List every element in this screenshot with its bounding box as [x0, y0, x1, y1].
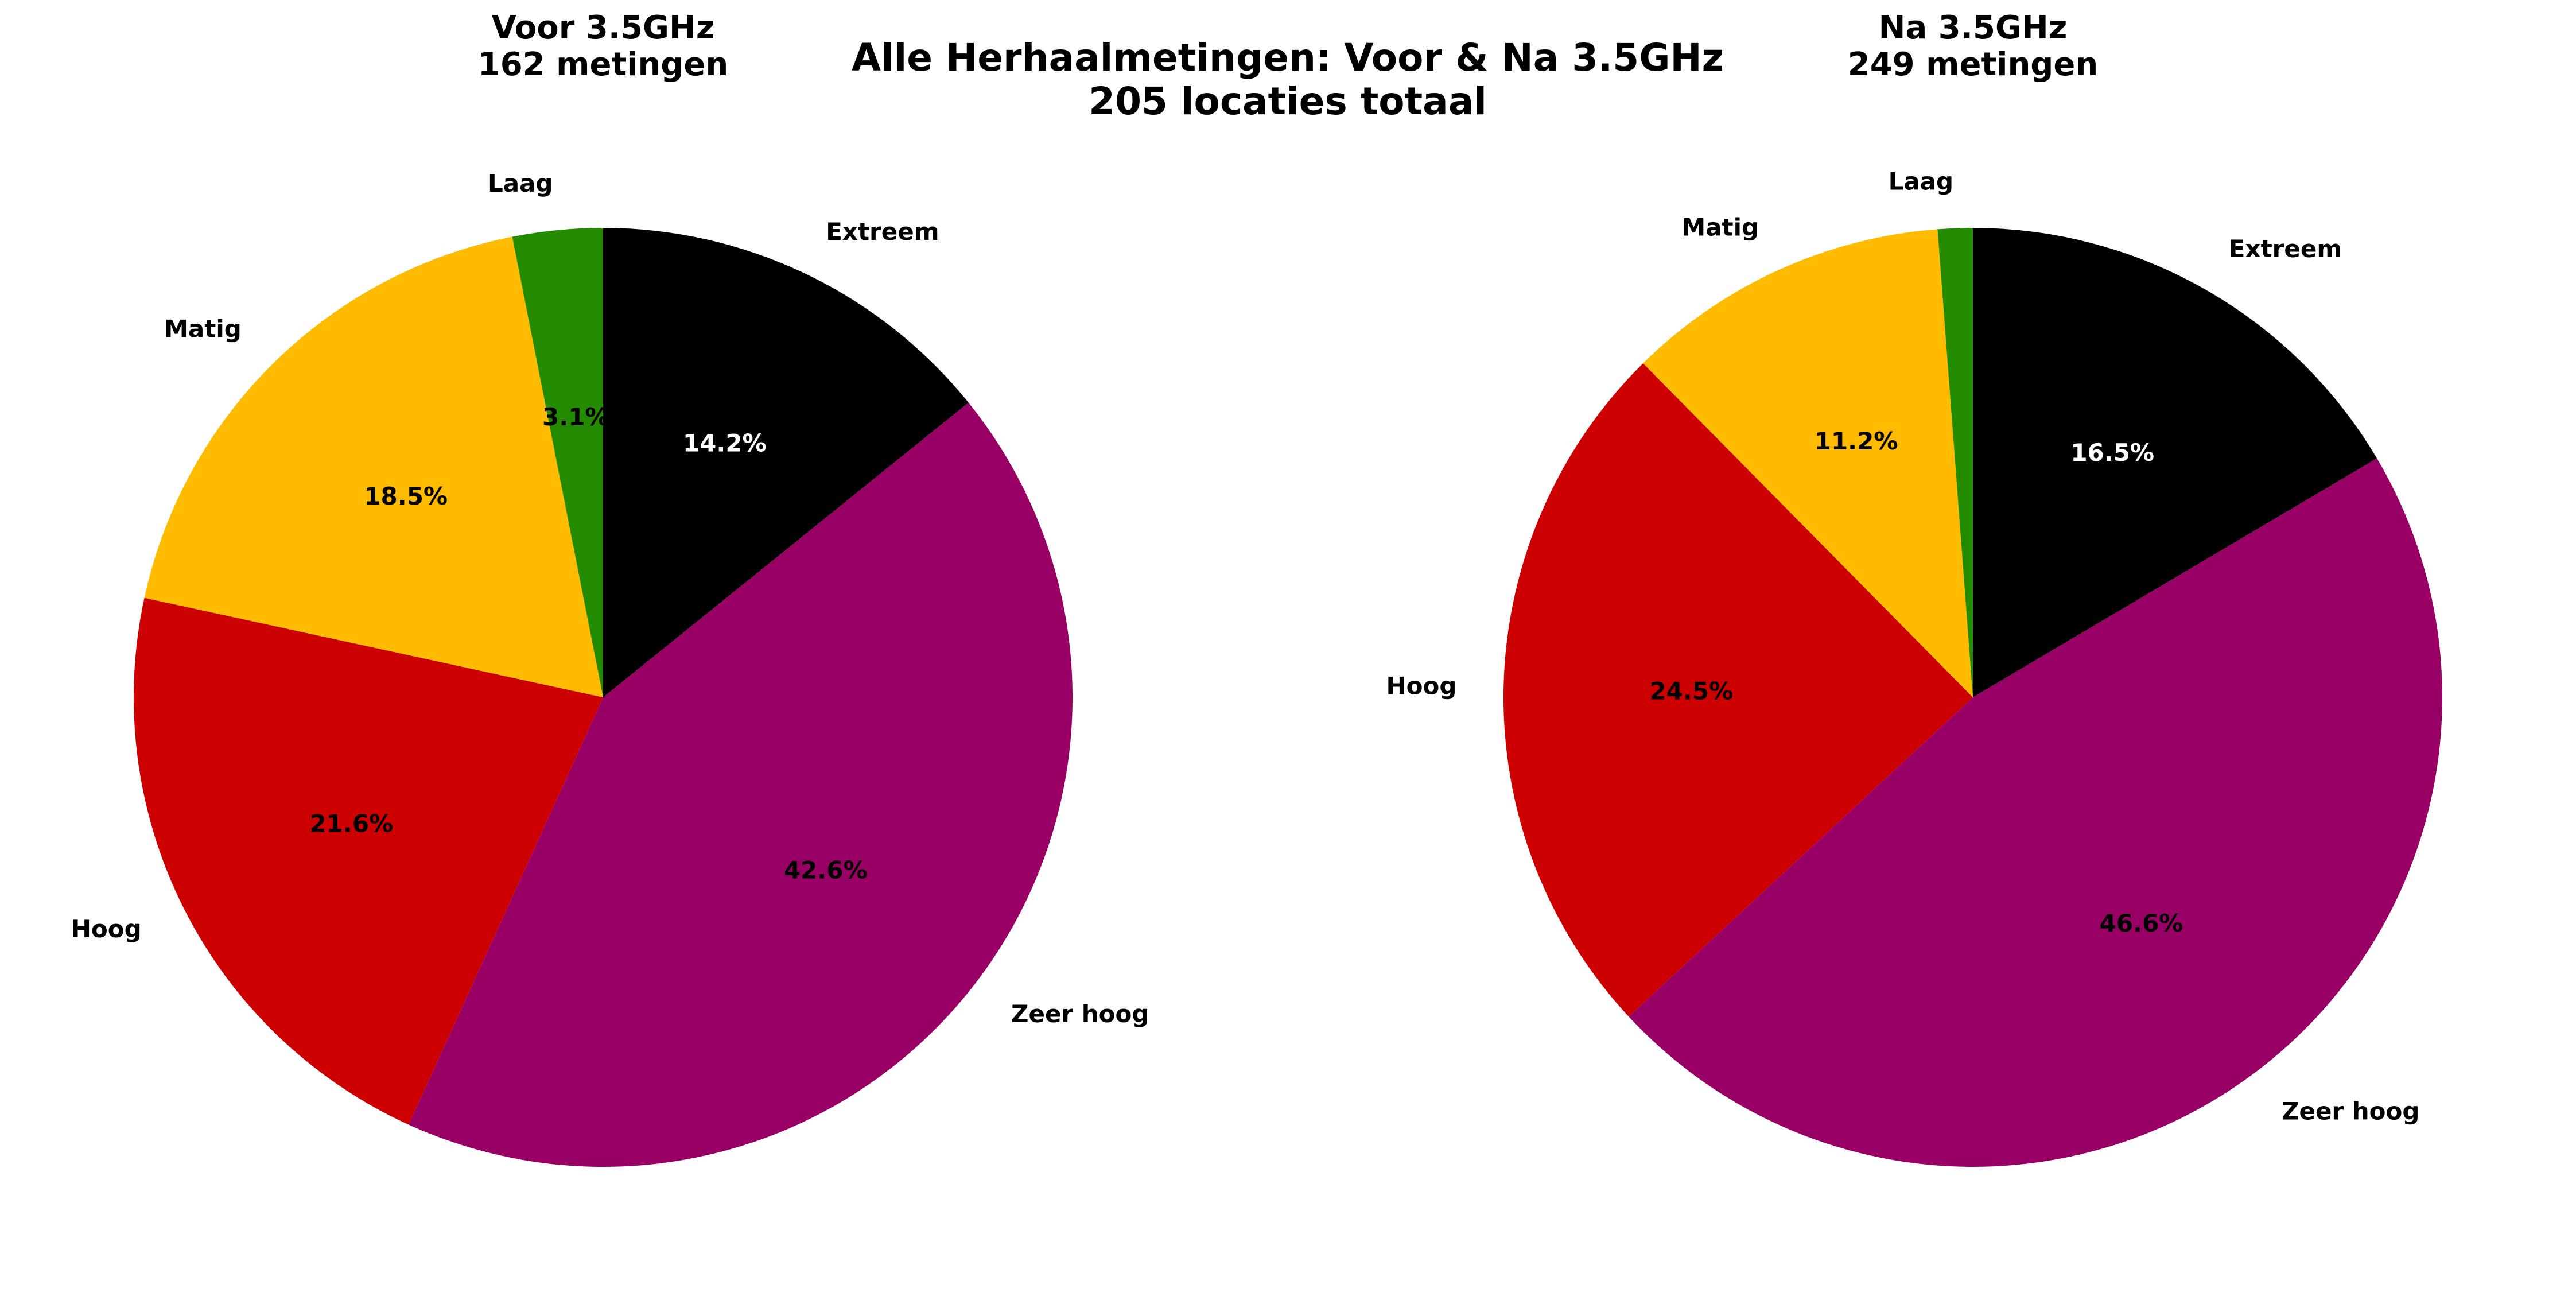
pie-voor-slice-zeer-hoog	[409, 402, 1073, 1167]
pie-na-slice-hoog	[1503, 363, 1973, 1017]
pie-voor-pct-laag: 3.1%	[542, 403, 609, 431]
pie-chart-voor: Voor 3.5GHz 162 metingen Extreem 14.2% Zee…	[71, 9, 1149, 1167]
pie-na-pct-extreem: 16.5%	[2070, 438, 2154, 467]
pie-na-label-matig: Matig	[1681, 214, 1759, 242]
pie-na-slice-matig	[1643, 229, 1973, 697]
pie-na-pct-hoog: 24.5%	[1649, 677, 1733, 705]
figure-title-line2: 205 locaties totaal	[1089, 79, 1487, 123]
pie-voor-pct-zeer-hoog: 42.6%	[784, 856, 868, 884]
pie-voor-slice-laag	[512, 228, 603, 697]
pie-na-slice-laag	[1937, 228, 1973, 697]
pie-na-label-extreem: Extreem	[2229, 235, 2342, 263]
pie-na-slice-extreem	[1973, 228, 2377, 697]
pie-voor-slice-extreem	[603, 228, 969, 697]
pie-na-slice-zeer-hoog	[1629, 458, 2443, 1167]
pie-na-slices	[1503, 228, 2443, 1167]
pie-voor-title-line2: 162 metingen	[478, 46, 729, 83]
pie-voor-pct-matig: 18.5%	[364, 482, 448, 510]
pie-voor-label-extreem: Extreem	[826, 218, 939, 246]
pie-voor-label-laag: Laag	[488, 169, 553, 197]
figure-title-line1: Alle Herhaalmetingen: Voor & Na 3.5GHz	[852, 36, 1724, 80]
pie-na-label-laag: Laag	[1889, 167, 1954, 195]
pie-na-label-hoog: Hoog	[1386, 672, 1456, 700]
pie-voor-title-line1: Voor 3.5GHz	[492, 9, 715, 46]
pie-na-title-line2: 249 metingen	[1848, 46, 2099, 83]
pie-na-title-line1: Na 3.5GHz	[1879, 9, 2068, 46]
pie-voor-pct-extreem: 14.2%	[683, 429, 767, 457]
pie-voor-label-zeer-hoog: Zeer hoog	[1011, 1000, 1149, 1028]
pie-na-pct-matig: 11.2%	[1815, 427, 1898, 455]
pie-na-label-zeer-hoog: Zeer hoog	[2282, 1097, 2419, 1126]
pie-voor-slices	[133, 228, 1073, 1167]
pie-voor-pct-hoog: 21.6%	[309, 810, 393, 838]
pie-voor-slice-hoog	[133, 597, 603, 1125]
pie-voor-labels: Extreem 14.2% Zeer hoog 42.6% Hoog 21.6% Matig…	[71, 169, 1149, 1028]
pie-chart-na: Na 3.5GHz 249 metingen Extreem 16.5% Zeer …	[1386, 9, 2443, 1167]
pie-voor-label-matig: Matig	[164, 315, 242, 343]
pie-voor-label-hoog: Hoog	[71, 915, 142, 943]
pie-na-labels: Extreem 16.5% Zeer hoog 46.6% Hoog 24.5% Matig…	[1386, 167, 2419, 1125]
pie-voor-slice-matig	[144, 236, 604, 698]
pie-na-pct-zeer-hoog: 46.6%	[2100, 909, 2183, 937]
